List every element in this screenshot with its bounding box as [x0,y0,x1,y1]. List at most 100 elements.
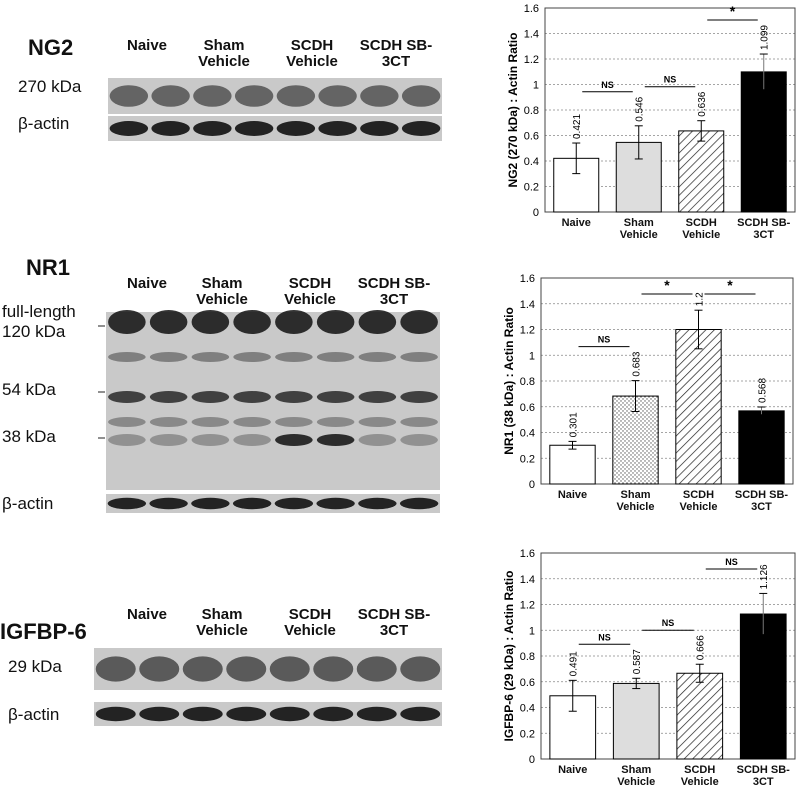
bar [612,682,660,760]
x-tick-label: SCDH SB-3CT [736,764,790,788]
x-tick-label: SCDH Vehicle [679,489,718,513]
blot-band [275,434,313,446]
plot-frame [540,277,794,485]
significance-label: * [664,277,670,293]
lane-header: Sham Vehicle [196,275,248,308]
y-tick-label: 1 [529,350,535,362]
y-tick-label: 1.2 [520,325,535,337]
band-label: 54 kDa [2,380,56,399]
blot-band [313,706,354,722]
blot-band [149,497,188,510]
significance-label: NS [598,632,611,642]
significance-label: * [727,277,733,293]
significance-label: NS [598,335,611,345]
blot-band [233,352,271,362]
blot-band [233,434,271,446]
x-tick-label: SCDH Vehicle [682,217,721,241]
y-tick-label: 0.4 [520,703,535,715]
blot-band [108,352,146,362]
blot-strip [106,494,440,513]
significance-label: * [730,3,736,19]
blot-band [316,434,355,446]
y-tick-label: 0 [529,754,535,766]
blot-band [401,121,441,136]
blot-band [274,497,314,510]
blot-band [108,391,146,403]
blot-band [275,310,313,334]
blot-band [358,417,397,427]
blot-band [191,434,230,446]
bar [675,329,722,485]
lane-header: Naive [126,37,168,54]
band-label: 270 kDa [18,77,82,96]
significance-label: NS [664,75,677,85]
value-label: 0.666 [696,635,707,660]
blot-band [358,352,397,362]
y-tick-label: 0.4 [524,156,539,168]
blot-band [276,121,316,136]
lane-header: SCDH SB-3CT [357,606,431,639]
blot-band [400,706,441,722]
blot-band [316,417,355,427]
blot-band [109,121,149,136]
blot-band [149,417,188,427]
y-tick-label: 1.4 [520,299,535,311]
value-label: 0.421 [572,114,583,139]
bar [738,410,785,485]
blot-band [95,706,136,722]
blot-band [275,352,313,362]
blot-band [360,121,399,136]
band-label: β-actin [2,494,54,513]
y-tick-label: 1 [529,625,535,637]
value-label: 1.126 [759,564,770,589]
y-axis-label: NR1 (38 kDa) : Actin Ratio [502,307,516,455]
blot-band [226,706,267,722]
y-tick-label: 1 [533,80,539,92]
value-label: 0.587 [632,649,643,674]
blot-band [191,352,230,362]
y-tick-label: 1.2 [524,54,539,66]
y-tick-label: 1.6 [520,548,535,560]
plot-frame [540,552,796,760]
blot-band [275,417,313,427]
plot-frame [544,7,796,213]
blot-band [193,121,232,136]
blot-band [318,121,357,136]
blot-band [318,85,357,107]
bar [740,71,787,213]
value-label: 0.301 [569,412,580,437]
value-label: 0.683 [632,351,643,376]
y-axis-label: IGFBP-6 (29 kDa) : Actin Ratio [502,571,516,742]
blot-band [191,497,230,510]
blot-band [233,417,271,427]
blot-band [149,352,188,362]
lane-header: SCDH SB-3CT [357,275,431,308]
blot-band [275,391,313,403]
y-tick-label: 0.2 [520,453,535,465]
blot-band [182,706,223,722]
blot-band [356,706,397,722]
significance-label: NS [662,618,675,628]
blot-band [400,391,438,403]
significance-label: NS [725,557,738,567]
value-label: 0.491 [569,651,580,676]
band-label: 38 kDa [2,427,56,446]
blot-band [358,497,397,510]
lane-header: SCDH SB-3CT [359,37,433,70]
band-label: full-length 120 kDa [2,302,76,341]
blot-band [232,497,272,510]
blot-band [400,310,438,334]
blot-band [149,391,188,403]
blot-band [151,85,190,107]
lane-header: Naive [126,275,168,292]
blot-band [316,352,355,362]
y-tick-label: 0.8 [520,376,535,388]
y-tick-label: 0.8 [524,105,539,117]
value-label: 0.568 [758,378,769,403]
blot-band [108,434,146,446]
blot-band [313,656,354,682]
blot-band [358,434,397,446]
blot-band [234,85,274,107]
blot-band [108,310,146,334]
blot-band [316,310,355,334]
